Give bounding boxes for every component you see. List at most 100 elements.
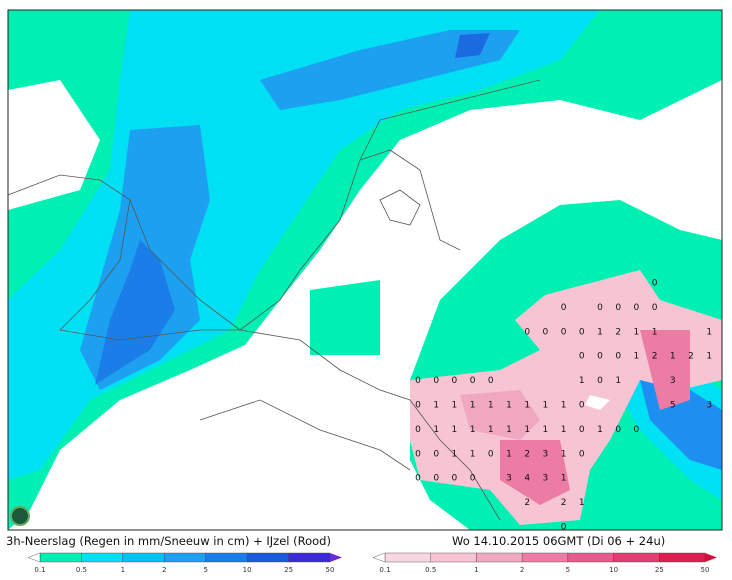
grid-value: 0 xyxy=(452,376,458,386)
grid-value: 2 xyxy=(561,498,567,508)
legend-arrow xyxy=(330,553,342,562)
legend-swatch xyxy=(521,552,569,563)
precip-0.5 xyxy=(8,10,600,480)
grid-value: 2 xyxy=(688,352,694,362)
grid-value: 0 xyxy=(524,327,530,337)
ice-1 xyxy=(640,330,690,410)
grid-value: 5 xyxy=(670,401,676,411)
ice-1 xyxy=(500,440,570,505)
grid-value: 0 xyxy=(615,425,621,435)
legend-swatch xyxy=(567,552,614,563)
grid-value: 0 xyxy=(597,352,603,362)
grid-value: 0 xyxy=(634,425,640,435)
grid-value: 0 xyxy=(415,449,421,459)
legend-arrow xyxy=(705,553,717,562)
grid-value: 3 xyxy=(670,376,676,386)
legend-label: 0.5 xyxy=(425,566,436,574)
grid-value: 1 xyxy=(579,376,585,386)
grid-value: 0 xyxy=(579,352,585,362)
legend-swatch xyxy=(659,552,706,563)
grid-value: 0 xyxy=(652,279,658,289)
map-frame xyxy=(7,9,723,531)
legend-label: 2 xyxy=(520,566,524,574)
legend-swatch xyxy=(39,552,82,563)
grid-value: 1 xyxy=(452,425,458,435)
legend-ice: 0.1 0.5 1 2 5 10 25 50 xyxy=(372,552,717,574)
grid-value: 1 xyxy=(561,449,567,459)
grid-value: 2 xyxy=(652,352,658,362)
grid-value: 0 xyxy=(561,327,567,337)
legend-swatch xyxy=(476,552,523,563)
grid-value: 1 xyxy=(597,425,603,435)
grid-value: 0 xyxy=(579,401,585,411)
grid-value: 0 xyxy=(597,303,603,313)
grid-value: 1 xyxy=(706,352,712,362)
grid-value: 1 xyxy=(561,425,567,435)
grid-value: 2 xyxy=(615,327,621,337)
grid-value: 3 xyxy=(506,474,512,484)
grid-value: 0 xyxy=(415,401,421,411)
legend-label: 10 xyxy=(243,566,252,574)
grid-value: 2 xyxy=(524,449,530,459)
legend-label: 25 xyxy=(284,566,293,574)
grid-value: 0 xyxy=(452,474,458,484)
legend-arrow xyxy=(372,552,386,563)
legend-swatch xyxy=(430,552,477,563)
legend-swatch xyxy=(384,552,431,563)
grid-value: 1 xyxy=(452,401,458,411)
grid-value: 1 xyxy=(488,425,494,435)
dry-area xyxy=(585,395,610,410)
grid-value: 0 xyxy=(543,327,549,337)
legend-swatch xyxy=(81,552,124,563)
grid-value: 0 xyxy=(470,376,476,386)
grid-value: 1 xyxy=(433,401,439,411)
legend-label: 2 xyxy=(162,566,166,574)
grid-value: 1 xyxy=(488,401,494,411)
legend-label: 0.1 xyxy=(34,566,45,574)
grid-value: 1 xyxy=(470,425,476,435)
legend-label: 0.5 xyxy=(76,566,87,574)
legend-label: 1 xyxy=(121,566,125,574)
grid-value: 0 xyxy=(415,474,421,484)
grid-value: 1 xyxy=(543,401,549,411)
grid-value: 0 xyxy=(597,376,603,386)
legend-label: 50 xyxy=(701,566,710,574)
grid-value: 0 xyxy=(433,449,439,459)
legend-precip: 0.1 0.5 1 2 5 10 25 50 xyxy=(27,552,342,574)
grid-value: 3 xyxy=(543,449,549,459)
grid-value: 1 xyxy=(543,425,549,435)
grid-value: 1 xyxy=(579,498,585,508)
legend-label: 50 xyxy=(326,566,335,574)
grid-value: 1 xyxy=(615,376,621,386)
grid-value: 0 xyxy=(470,474,476,484)
precip-0.1 xyxy=(310,280,380,355)
grid-value: 0 xyxy=(433,474,439,484)
grid-value: 1 xyxy=(652,327,658,337)
logo xyxy=(10,506,30,526)
legend-label: 5 xyxy=(203,566,207,574)
legend-arrow xyxy=(27,552,41,563)
grid-value: 1 xyxy=(470,401,476,411)
legend-label: 10 xyxy=(609,566,618,574)
caption: 3h-Neerslag (Regen in mm/Sneeuw in cm) +… xyxy=(6,534,331,548)
grid-value: 1 xyxy=(561,474,567,484)
legend-swatch xyxy=(122,552,165,563)
legend-swatch xyxy=(205,552,248,563)
legend-label: 0.1 xyxy=(379,566,390,574)
grid-value: 0 xyxy=(615,303,621,313)
grid-value: 0 xyxy=(488,376,494,386)
precip-5 xyxy=(455,33,490,58)
grid-value: 1 xyxy=(561,401,567,411)
grid-value: 0 xyxy=(561,523,567,533)
grid-value: 1 xyxy=(433,425,439,435)
grid-value: 0 xyxy=(652,303,658,313)
grid-value: 2 xyxy=(524,498,530,508)
grid-values: 0 0 0 0 0 0 0 0 0 0 1 2 1 1 1 0 0 0 1 2 1 2 1 0 0 0 0 0 1 0 1 3 0 1 1 1 1 1 1 1… xyxy=(415,279,712,533)
precip-5 xyxy=(95,240,175,385)
grid-value: 0 xyxy=(488,449,494,459)
grid-value: 3 xyxy=(706,401,712,411)
legend-label: 5 xyxy=(566,566,570,574)
grid-value: 3 xyxy=(543,474,549,484)
grid-value: 1 xyxy=(506,449,512,459)
